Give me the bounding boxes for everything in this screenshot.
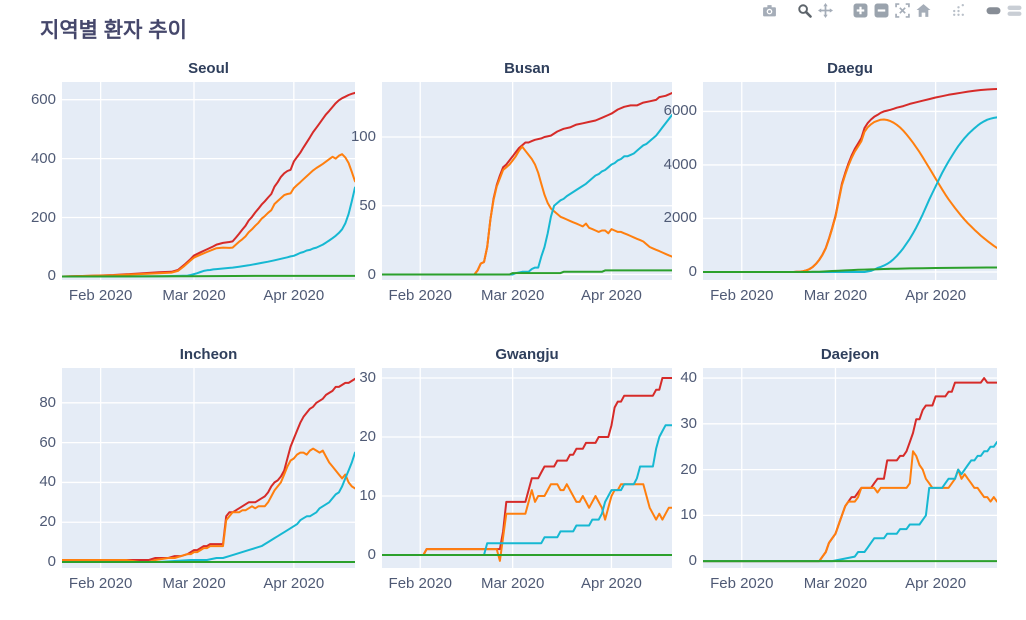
chart-canvas-daejeon [703, 368, 997, 568]
y-tick-label: 20 [680, 460, 697, 478]
chart-canvas-busan [382, 82, 672, 280]
series-red-line [62, 91, 355, 278]
x-tick-label: Mar 2020 [162, 287, 226, 304]
x-tick-label: Mar 2020 [803, 287, 868, 304]
series-orange-line [382, 145, 672, 276]
x-tick-label: Apr 2020 [905, 575, 967, 592]
series-green-line [382, 269, 672, 276]
modebar-group [980, 3, 1022, 18]
plot-area-daegu[interactable] [703, 82, 997, 280]
series-red-line [382, 377, 672, 556]
toggle-pill-icon[interactable] [986, 3, 1001, 18]
subplot-title-busan: Busan [504, 60, 550, 77]
y-tick-label: 50 [359, 196, 376, 214]
subplot-title-daegu: Daegu [827, 60, 873, 77]
subplot-title-incheon: Incheon [179, 346, 238, 363]
y-tick-label: 40 [680, 369, 697, 387]
y-tick-label: 0 [688, 262, 697, 280]
x-tick-label: Apr 2020 [580, 287, 642, 304]
x-tick-label: Feb 2020 [710, 575, 774, 592]
plot-area-incheon[interactable] [62, 368, 355, 568]
x-tick-label: Apr 2020 [263, 287, 325, 304]
x-tick-label: Feb 2020 [68, 287, 133, 304]
y-tick-label: 0 [688, 552, 697, 570]
x-tick-label: Mar 2020 [162, 575, 226, 592]
y-tick-label: 2000 [663, 209, 697, 227]
plot-area-gwangju[interactable] [382, 368, 672, 568]
y-tick-label: 60 [39, 433, 56, 451]
x-tick-label: Mar 2020 [803, 575, 868, 592]
y-tick-label: 30 [680, 414, 697, 432]
x-tick-label: Mar 2020 [480, 287, 545, 304]
y-tick-label: 0 [47, 553, 56, 571]
plotly-logo-icon[interactable] [951, 3, 966, 18]
series-orange-line [382, 483, 672, 562]
y-tick-label: 80 [39, 393, 56, 411]
x-tick-label: Feb 2020 [68, 575, 133, 592]
y-tick-label: 20 [39, 513, 56, 531]
plot-area-daejeon[interactable] [703, 368, 997, 568]
series-cyan-line [62, 451, 355, 563]
series-green-line [62, 274, 355, 278]
series-red-line [703, 88, 997, 273]
y-tick-label: 0 [367, 265, 376, 283]
chart-canvas-incheon [62, 368, 355, 568]
zoom-in-icon[interactable] [853, 3, 868, 18]
modebar-group [756, 3, 777, 18]
pan-icon[interactable] [818, 2, 833, 18]
subplot-title-seoul: Seoul [188, 60, 229, 77]
series-orange-line [703, 118, 997, 273]
zoom-icon[interactable] [797, 3, 812, 18]
plot-area-seoul[interactable] [62, 82, 355, 280]
x-tick-label: Mar 2020 [480, 575, 545, 592]
series-cyan-line [703, 441, 997, 563]
series-cyan-line [62, 186, 355, 278]
x-tick-label: Apr 2020 [263, 575, 325, 592]
subplot-title-gwangju: Gwangju [495, 346, 559, 363]
x-tick-label: Feb 2020 [388, 287, 452, 304]
home-icon[interactable] [916, 3, 931, 18]
page-title: 지역별 환자 추이 [40, 19, 187, 42]
y-tick-label: 600 [30, 90, 56, 108]
series-red-line [382, 92, 672, 276]
modebar-group [791, 2, 833, 18]
chart-canvas-daegu [703, 82, 997, 280]
y-tick-label: 400 [30, 149, 56, 167]
y-tick-label: 6000 [663, 102, 697, 120]
y-tick-label: 30 [359, 369, 376, 387]
y-tick-label: 0 [367, 546, 376, 564]
y-tick-label: 4000 [663, 155, 697, 173]
chart-canvas-seoul [62, 82, 355, 280]
plot-area-busan[interactable] [382, 82, 672, 280]
plotly-modebar [742, 2, 1022, 18]
y-tick-label: 10 [359, 487, 376, 505]
x-tick-label: Apr 2020 [580, 575, 642, 592]
zoom-out-icon[interactable] [874, 3, 889, 18]
series-green-line [703, 266, 997, 273]
series-cyan-line [382, 424, 672, 556]
y-tick-label: 20 [359, 428, 376, 446]
x-tick-label: Feb 2020 [388, 575, 452, 592]
camera-icon[interactable] [762, 3, 777, 18]
series-orange-line [62, 447, 355, 563]
y-tick-label: 200 [30, 208, 56, 226]
menu-stack-icon[interactable] [1007, 3, 1022, 18]
series-orange-line [703, 450, 997, 563]
subplot-title-daejeon: Daejeon [820, 346, 880, 363]
series-orange-line [62, 153, 355, 278]
series-red-line [62, 377, 355, 561]
chart-canvas-gwangju [382, 368, 672, 568]
y-tick-label: 40 [39, 473, 56, 491]
series-cyan-line [703, 116, 997, 273]
modebar-group [945, 3, 966, 18]
series-cyan-line [382, 114, 672, 276]
x-tick-label: Apr 2020 [905, 287, 967, 304]
y-tick-label: 100 [350, 128, 376, 145]
y-tick-label: 0 [47, 267, 56, 285]
y-tick-label: 10 [680, 506, 697, 524]
autoscale-icon[interactable] [895, 2, 910, 18]
x-tick-label: Feb 2020 [710, 287, 774, 304]
modebar-group [847, 2, 931, 18]
